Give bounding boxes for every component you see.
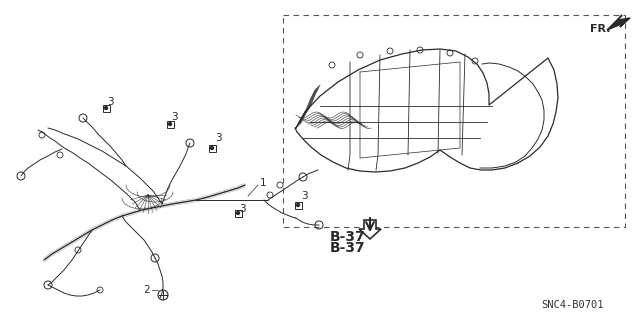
Bar: [209, 145, 216, 152]
Polygon shape: [359, 220, 381, 239]
Circle shape: [168, 122, 172, 125]
Text: 3: 3: [239, 204, 245, 214]
Bar: [102, 105, 109, 112]
Text: 3: 3: [171, 112, 177, 122]
Circle shape: [237, 211, 239, 214]
Text: B-37: B-37: [330, 230, 366, 244]
Text: B-37: B-37: [330, 241, 366, 255]
Text: 1: 1: [260, 178, 266, 188]
Bar: [166, 121, 173, 128]
Bar: [283, 15, 625, 227]
Circle shape: [104, 107, 108, 109]
Text: 3: 3: [214, 133, 221, 143]
Bar: [234, 210, 241, 217]
Circle shape: [211, 146, 214, 150]
Text: 2: 2: [144, 285, 150, 295]
Polygon shape: [607, 15, 630, 30]
Circle shape: [296, 204, 300, 206]
Text: SNC4-B0701: SNC4-B0701: [541, 300, 604, 310]
Text: 3: 3: [107, 97, 113, 107]
Text: 3: 3: [301, 191, 307, 201]
Bar: [294, 202, 301, 209]
Text: FR.: FR.: [590, 24, 611, 34]
